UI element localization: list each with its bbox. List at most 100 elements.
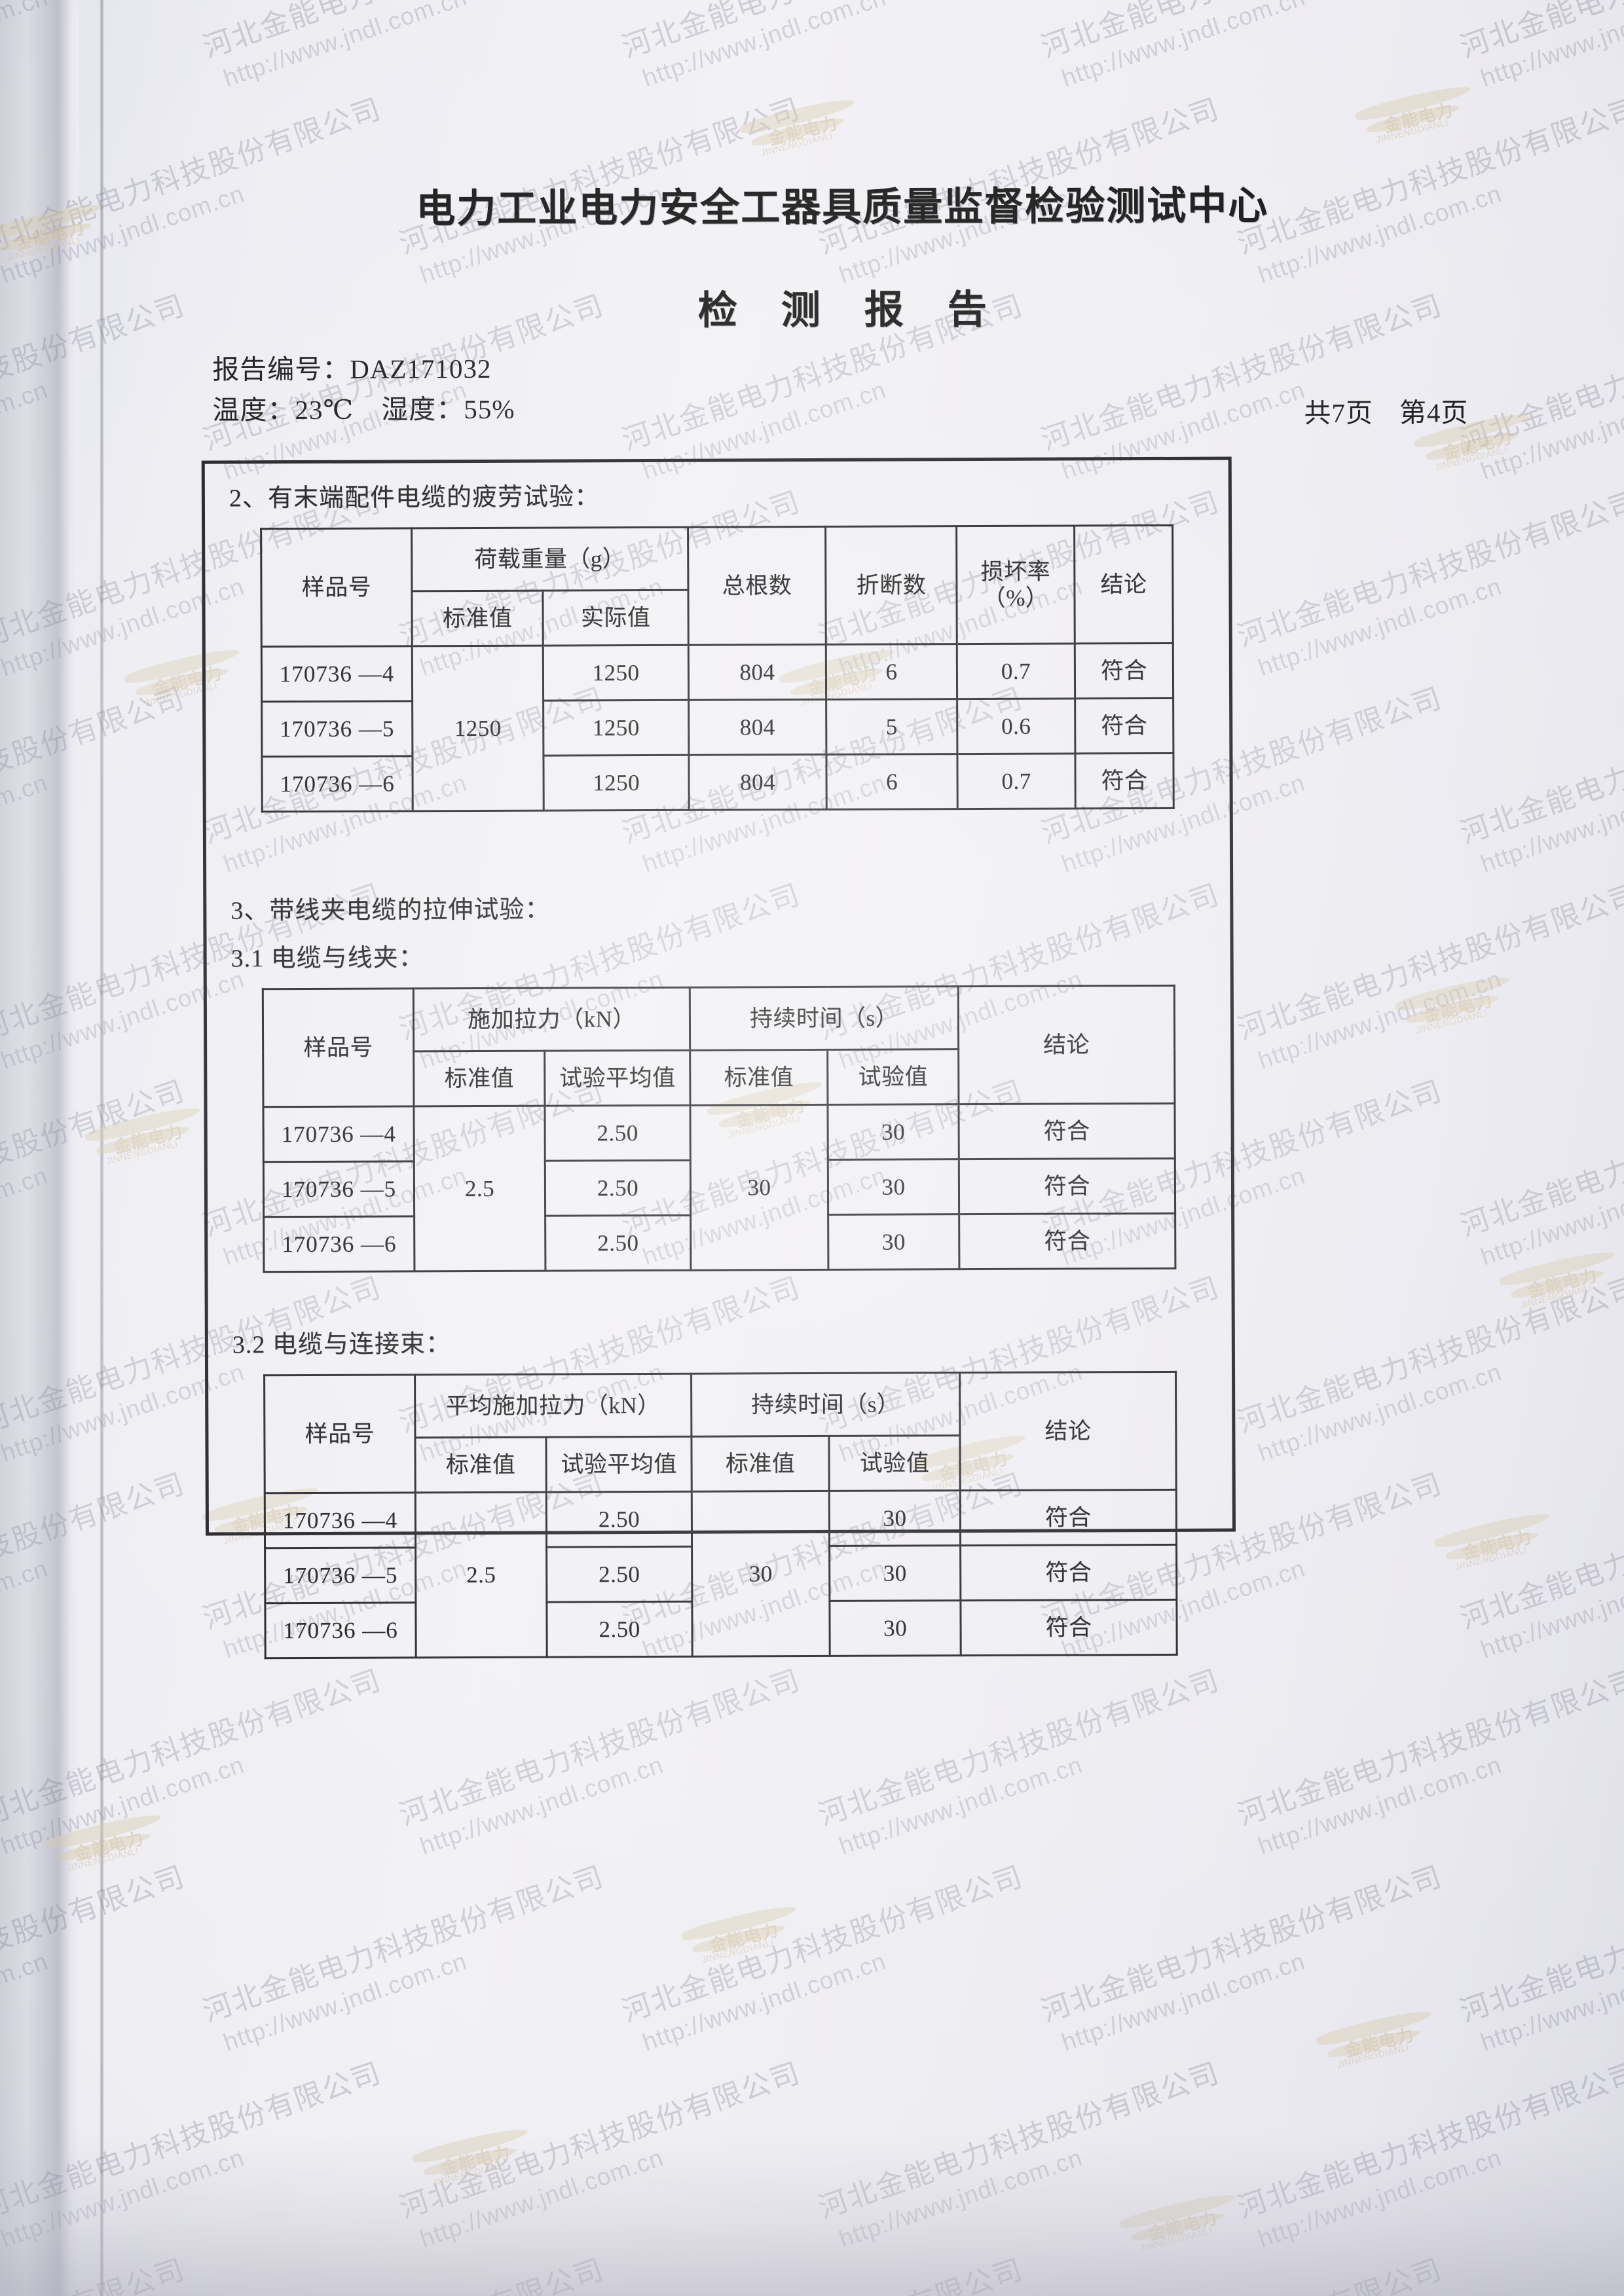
subcol-time-standard: 标准值 [690,1049,828,1106]
spacer [203,809,1233,890]
cell-time-test: 30 [829,1545,961,1601]
cell-sample-no: 170736 —5 [265,1547,416,1603]
cable-bundle-tension-table: 样品号 平均施加拉力（kN） 持续时间（s） 结论 标准值 试验平均值 标准值 … [263,1371,1178,1659]
document-subtitle: 检 测 报 告 [697,287,1004,333]
cell-actual-weight: 1250 [543,755,690,811]
col-sample-no: 样品号 [261,528,413,647]
col-sample-no: 样品号 [264,1374,416,1493]
cell-actual-weight: 1250 [543,700,689,756]
col-load-weight: 荷载重量（g） [411,527,688,591]
cable-clamp-tension-table: 样品号 施加拉力（kN） 持续时间（s） 结论 标准值 试验平均值 标准值 试验… [262,985,1177,1273]
page-indicator: 共7页 第4页 [1304,390,1468,430]
table-header-row: 样品号 施加拉力（kN） 持续时间（s） 结论 [263,985,1175,1107]
cell-conclusion: 符合 [960,1489,1177,1546]
col-duration: 持续时间（s） [690,986,959,1051]
col-duration: 持续时间（s） [691,1372,960,1437]
report-meta: 报告编号：DAZ171032 温度：23℃ 湿度：55% [212,348,515,431]
col-total-count: 总根数 [688,526,826,646]
cell-conclusion: 符合 [960,1544,1177,1601]
cell-time-standard: 30 [692,1491,830,1657]
col-conclusion: 结论 [958,985,1175,1104]
cell-force-avg: 2.50 [544,1105,691,1161]
cell-sample-no: 170736 —4 [263,1106,415,1162]
page-spine-line [100,0,104,2296]
spacer [204,1269,1234,1307]
cell-conclusion: 符合 [959,1158,1175,1214]
col-avg-applied-force: 平均施加拉力（kN） [415,1374,692,1438]
cell-standard-weight: 1250 [412,646,544,811]
cell-force-standard: 2.5 [413,1106,545,1271]
cell-conclusion: 符合 [1075,753,1174,809]
cell-force-avg: 2.50 [546,1601,693,1658]
table-header-row: 样品号 荷载重量（g） 总根数 折断数 损坏率 （%） 结论 [261,525,1173,647]
page-bottom-shadow [0,2132,1624,2296]
table-row: 170736 —4 2.5 2.50 30 30 符合 [263,1103,1175,1271]
fatigue-test-table: 样品号 荷载重量（g） 总根数 折断数 损坏率 （%） 结论 标准值 实际值 1… [260,524,1175,812]
cell-time-test: 30 [829,1600,961,1656]
cell-sample-no: 170736 —4 [261,646,413,702]
subcol-force-standard: 标准值 [413,1051,545,1106]
cell-force-avg: 2.50 [545,1160,691,1216]
current-page: 第4页 [1399,397,1469,428]
cell-conclusion: 符合 [959,1213,1175,1269]
cell-sample-no: 170736 —6 [263,1216,415,1272]
subcol-force-avg: 试验平均值 [544,1050,690,1106]
col-broken-count: 折断数 [825,526,957,645]
total-pages: 共7页 [1304,397,1374,429]
cell-sample-no: 170736 —6 [265,1602,416,1658]
cell-time-standard: 30 [690,1104,828,1271]
col-sample-no: 样品号 [263,988,414,1107]
section-heading-3: 3、带线夹电缆的拉伸试验： [231,896,551,925]
section-heading-3-2: 3.2 电缆与连接束： [232,1330,451,1359]
cell-sample-no: 170736 —5 [263,1161,415,1217]
cell-force-standard: 2.5 [415,1492,547,1658]
cell-time-test: 30 [827,1104,959,1160]
section-heading-3-1: 3.1 电缆与线夹： [231,944,424,973]
cell-sample-no: 170736 —4 [265,1492,416,1548]
cell-time-test: 30 [828,1214,959,1270]
subcol-actual-value: 实际值 [542,590,689,646]
cell-conclusion: 符合 [960,1599,1177,1656]
page-gutter-shadow [0,0,79,2296]
cell-conclusion: 符合 [958,1103,1175,1159]
cell-force-avg: 2.50 [545,1215,691,1271]
cell-conclusion: 符合 [1075,643,1173,699]
cell-conclusion: 符合 [1075,698,1173,754]
subcol-time-test: 试验值 [828,1435,961,1491]
cell-broken-count: 6 [826,754,958,810]
table-row: 170736 —5 1250 804 5 0.6 符合 [261,698,1173,757]
table-row: 170736 —6 1250 804 6 0.7 符合 [261,753,1174,812]
table-row: 170736 —4 1250 1250 804 6 0.7 符合 [261,643,1173,811]
table-row: 170736 —4 2.5 2.50 30 30 符合 [265,1489,1177,1658]
table-header-row: 样品号 平均施加拉力（kN） 持续时间（s） 结论 [264,1372,1177,1493]
subcol-time-standard: 标准值 [691,1436,830,1492]
cell-force-avg: 2.50 [546,1491,692,1548]
col-conclusion: 结论 [959,1372,1177,1491]
cell-total-count: 804 [688,644,826,701]
cell-broken-count: 6 [826,644,957,700]
report-body: 2、有末端配件电缆的疲劳试验： 样品号 荷载重量（g） 总根数 折断数 损坏率 … [202,457,1236,1660]
subcol-force-standard: 标准值 [415,1437,547,1493]
cell-damage-rate: 0.6 [957,698,1075,754]
col-damage-rate: 损坏率 （%） [956,525,1075,644]
cell-total-count: 804 [688,754,827,811]
section-heading-2: 2、有末端配件电缆的疲劳试验： [229,483,600,513]
conditions-line: 温度：23℃ 湿度：55% [212,394,515,426]
cell-actual-weight: 1250 [543,645,689,701]
subcol-force-avg: 试验平均值 [545,1436,692,1493]
cell-broken-count: 5 [826,699,957,755]
subcol-standard-value: 标准值 [411,591,544,646]
col-conclusion: 结论 [1074,525,1173,644]
cell-damage-rate: 0.7 [957,753,1076,809]
cell-time-test: 30 [829,1490,961,1546]
cell-sample-no: 170736 —6 [261,756,413,812]
page-title: 电力工业电力安全工器具质量监督检验测试中心 [416,184,1269,231]
cell-sample-no: 170736 —5 [261,701,413,757]
cell-total-count: 804 [688,699,826,756]
report-number-line: 报告编号：DAZ171032 [212,353,492,385]
col-applied-force: 施加拉力（kN） [413,987,690,1051]
cell-force-avg: 2.50 [546,1546,692,1603]
subcol-time-test: 试验值 [827,1049,959,1105]
